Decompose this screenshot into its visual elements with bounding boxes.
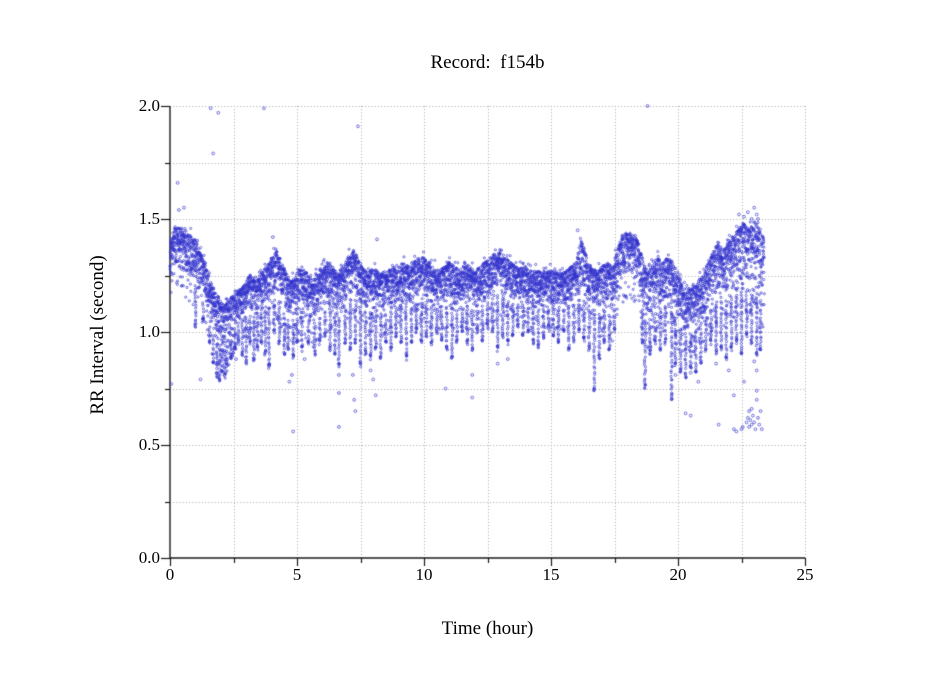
x-tick-label: 5 bbox=[292, 565, 302, 584]
y-tick-label: 1.0 bbox=[138, 322, 160, 341]
y-tick-label: 0.5 bbox=[138, 435, 160, 454]
y-tick-label: 2.0 bbox=[138, 96, 160, 115]
chart-title: Record: f154b bbox=[430, 52, 545, 73]
x-tick-label: 0 bbox=[165, 565, 175, 584]
x-tick-label: 15 bbox=[542, 565, 560, 584]
x-tick-label: 10 bbox=[415, 565, 433, 584]
y-tick-label: 0.0 bbox=[138, 548, 160, 567]
y-tick-label: 1.5 bbox=[138, 209, 160, 228]
x-tick-label: 20 bbox=[669, 565, 687, 584]
x-axis-label: Time (hour) bbox=[441, 618, 534, 639]
x-tick-label: 25 bbox=[796, 565, 814, 584]
y-axis-label: RR Interval (second) bbox=[87, 255, 108, 415]
